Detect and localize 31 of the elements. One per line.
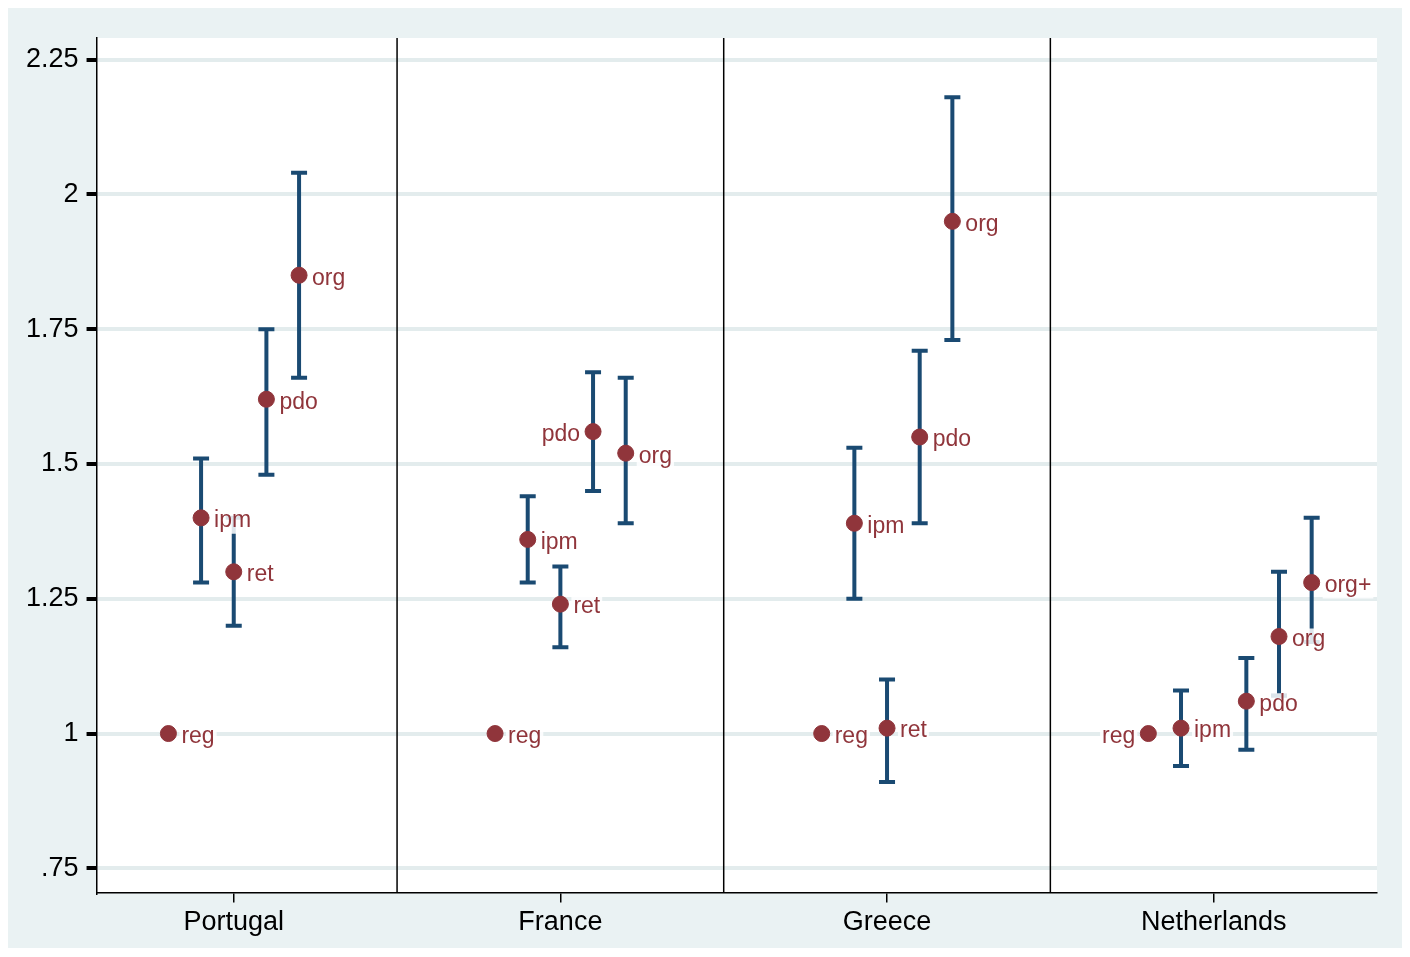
y-tick-label: .75 bbox=[41, 851, 79, 882]
text: reg bbox=[508, 721, 542, 748]
series-label: org bbox=[1292, 624, 1326, 651]
text: ipm bbox=[867, 511, 905, 538]
y-tick-label: 2 bbox=[63, 177, 79, 208]
text: ret bbox=[246, 560, 274, 587]
x-tick-label: Greece bbox=[842, 906, 932, 937]
series-label: reg bbox=[1102, 721, 1136, 748]
series-label: ret bbox=[573, 592, 601, 619]
text: org bbox=[638, 441, 672, 468]
series-label: ipm bbox=[1194, 716, 1232, 743]
y-tick-label: 1.5 bbox=[41, 447, 79, 478]
y-tick-label: 1.25 bbox=[25, 582, 79, 613]
text: org bbox=[965, 209, 999, 236]
text: reg bbox=[834, 721, 868, 748]
text: ret bbox=[900, 716, 927, 743]
text: pdo bbox=[1259, 689, 1298, 716]
x-tick-label: Portugal bbox=[183, 906, 285, 937]
x-tick-label: Netherlands bbox=[1140, 906, 1287, 937]
text: reg bbox=[181, 721, 215, 748]
x-tick-label: France bbox=[518, 906, 603, 937]
y-tick-label: 1.75 bbox=[25, 312, 79, 343]
series-label: pdo bbox=[541, 419, 581, 446]
series-label: org+ bbox=[1324, 570, 1372, 597]
text: ipm bbox=[214, 506, 252, 533]
text: pdo bbox=[932, 425, 972, 452]
text: ipm bbox=[540, 527, 578, 554]
text: org bbox=[312, 263, 346, 290]
y-tick-label: 2.25 bbox=[25, 43, 79, 74]
y-tick-label: 1 bbox=[63, 717, 79, 747]
text: pdo bbox=[279, 387, 318, 414]
